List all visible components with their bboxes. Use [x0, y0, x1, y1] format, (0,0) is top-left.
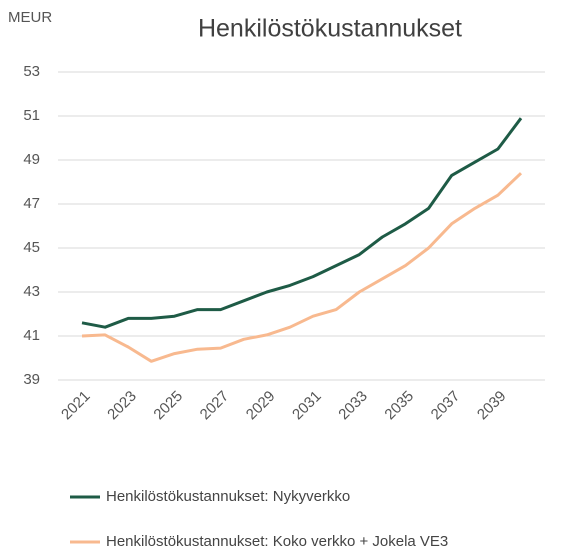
- y-tick-label: 53: [23, 63, 40, 80]
- y-tick-label: 49: [23, 151, 40, 168]
- x-tick-label: 2023: [104, 388, 140, 424]
- x-tick-label: 2035: [381, 388, 417, 424]
- y-tick-label: 47: [23, 195, 40, 212]
- x-tick-label: 2021: [58, 388, 94, 424]
- y-tick-label: 51: [23, 107, 40, 124]
- chart-title: Henkilöstökustannukset: [198, 15, 462, 43]
- series-line: [81, 172, 523, 363]
- y-tick-label: 41: [23, 327, 40, 344]
- y-tick-label: 39: [23, 371, 40, 388]
- x-tick-label: 2029: [243, 388, 279, 424]
- y-tick-label: 45: [23, 239, 40, 256]
- x-tick-label: 2033: [335, 388, 371, 424]
- y-tick-label: 43: [23, 283, 40, 300]
- x-tick-label: 2037: [428, 388, 464, 424]
- x-tick-label: 2039: [474, 388, 510, 424]
- series-line: [81, 117, 523, 329]
- x-tick-label: 2031: [289, 388, 325, 424]
- legend-label: Henkilöstökustannukset: Koko verkko + Jo…: [106, 533, 448, 550]
- legend-label: Henkilöstökustannukset: Nykyverkko: [106, 488, 350, 505]
- x-tick-label: 2025: [150, 388, 186, 424]
- x-tick-label: 2027: [197, 388, 233, 424]
- y-axis-label: MEUR: [8, 9, 52, 26]
